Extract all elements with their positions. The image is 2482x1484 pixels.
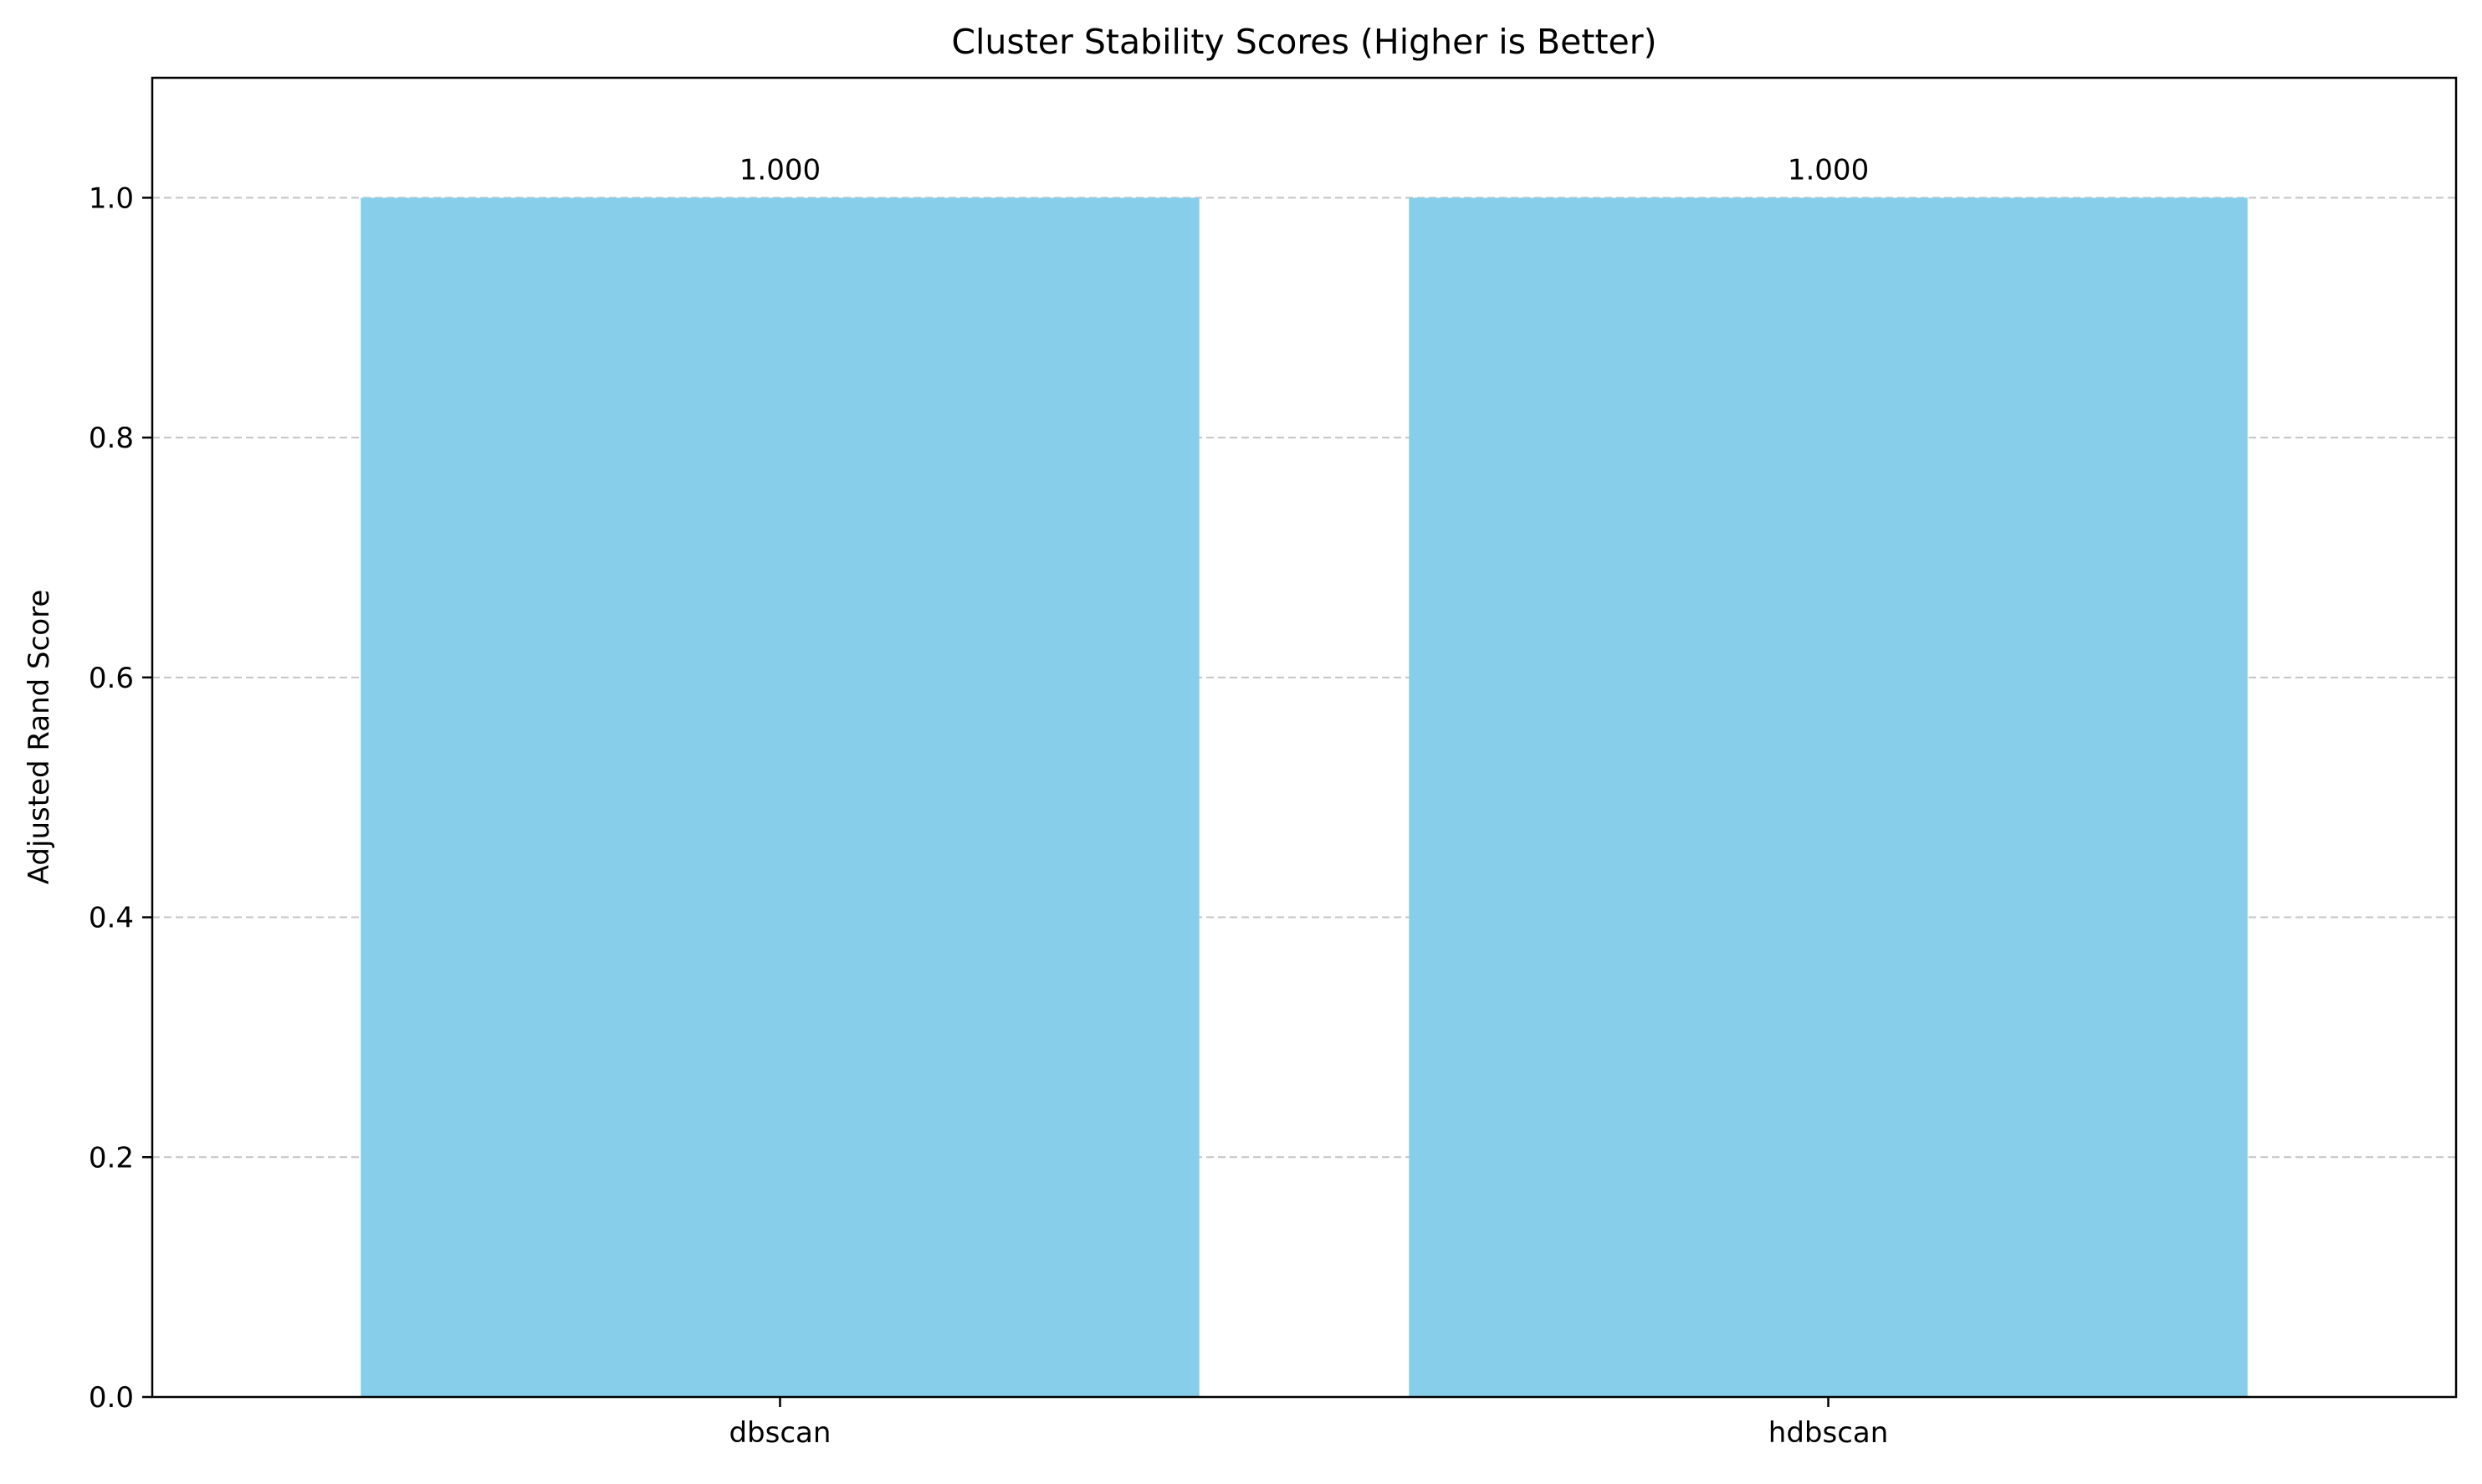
y-tick-label: 0.4 bbox=[89, 902, 134, 935]
bar-dbscan bbox=[361, 197, 1200, 1397]
bars bbox=[361, 197, 2248, 1397]
x-axis-ticks: dbscan hdbscan bbox=[729, 1397, 1888, 1450]
y-axis-label: Adjusted Rand Score bbox=[23, 590, 56, 884]
y-axis-ticks: 0.0 0.2 0.4 0.6 0.8 1.0 bbox=[89, 182, 152, 1415]
plot-frame bbox=[151, 76, 2458, 1399]
y-tick-label: 0.8 bbox=[89, 422, 134, 455]
x-tick-label: hdbscan bbox=[1768, 1416, 1889, 1450]
chart-title: Cluster Stability Scores (Higher is Bett… bbox=[951, 22, 1656, 62]
y-tick-label: 0.6 bbox=[89, 662, 134, 695]
bar-value-label: 1.000 bbox=[739, 153, 821, 187]
bar-value-label: 1.000 bbox=[1788, 153, 1869, 187]
y-tick-label: 0.2 bbox=[89, 1141, 134, 1174]
y-tick-label: 0.0 bbox=[89, 1381, 134, 1415]
gridlines bbox=[152, 197, 2456, 1159]
y-tick-label: 1.0 bbox=[89, 182, 134, 215]
x-tick-label: dbscan bbox=[729, 1416, 831, 1450]
bar-value-labels: 1.000 1.000 bbox=[739, 153, 1869, 187]
bar-hdbscan bbox=[1409, 197, 2248, 1397]
